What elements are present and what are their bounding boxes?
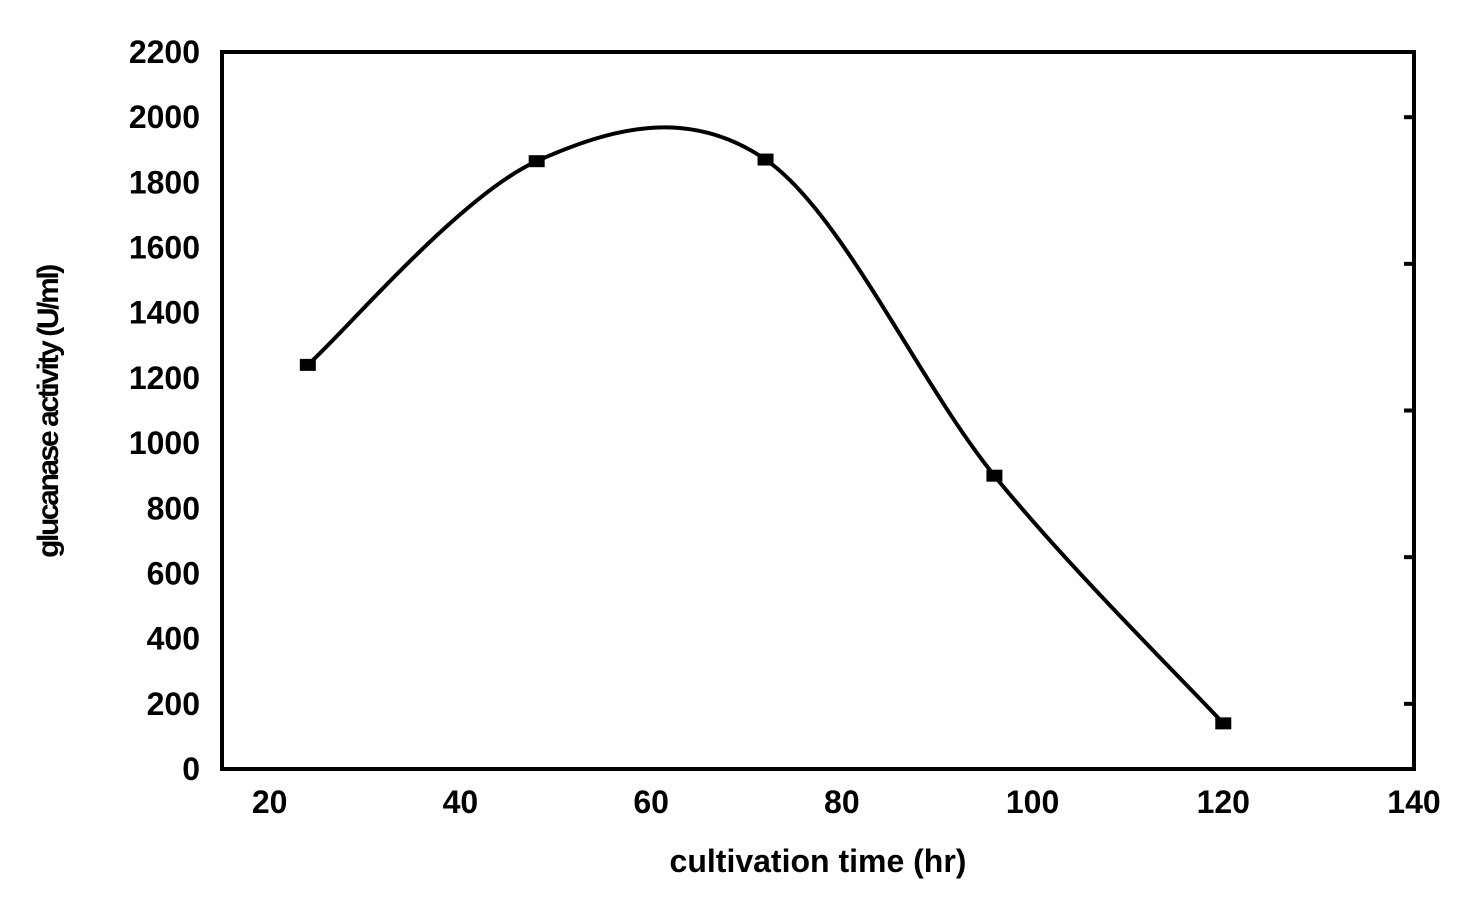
data-point <box>528 155 545 168</box>
series-curve <box>306 125 1225 725</box>
y-tick-label: 2000 <box>129 99 200 135</box>
y-tick-label: 400 <box>147 621 200 657</box>
x-tick-label: 40 <box>443 784 479 820</box>
x-tick-label: 20 <box>252 784 288 820</box>
plot-frame <box>220 50 1416 771</box>
right-axis-ticks <box>1404 115 1414 706</box>
data-point <box>299 358 316 371</box>
data-point <box>757 153 774 166</box>
data-point <box>1215 717 1232 730</box>
x-tick-label: 60 <box>633 784 669 820</box>
y-axis: 0 200 400 600 800 1000 1200 1400 1600 1800 2000 220… <box>129 34 200 787</box>
y-tick-label: 600 <box>147 555 200 591</box>
x-tick-label: 120 <box>1197 784 1250 820</box>
x-axis-label: cultivation time (hr) <box>670 843 967 879</box>
y-tick-label: 1200 <box>129 360 200 396</box>
y-tick-label: 1000 <box>129 425 200 461</box>
y-tick-label: 800 <box>147 490 200 526</box>
x-axis: 20 40 60 80 100 120 140 <box>252 784 1441 820</box>
x-tick-label: 140 <box>1387 784 1440 820</box>
y-axis-label: glucanase activity (U/ml) <box>32 265 65 558</box>
y-tick-label: 1600 <box>129 230 200 266</box>
x-tick-label: 100 <box>1006 784 1059 820</box>
y-tick-label: 2200 <box>129 34 200 70</box>
x-tick-label: 80 <box>824 784 860 820</box>
y-tick-label: 200 <box>147 686 200 722</box>
y-tick-label: 1400 <box>129 295 200 331</box>
y-tick-label: 1800 <box>129 164 200 200</box>
series-markers <box>299 153 1232 730</box>
data-point <box>986 469 1003 482</box>
y-tick-label: 0 <box>182 751 200 787</box>
